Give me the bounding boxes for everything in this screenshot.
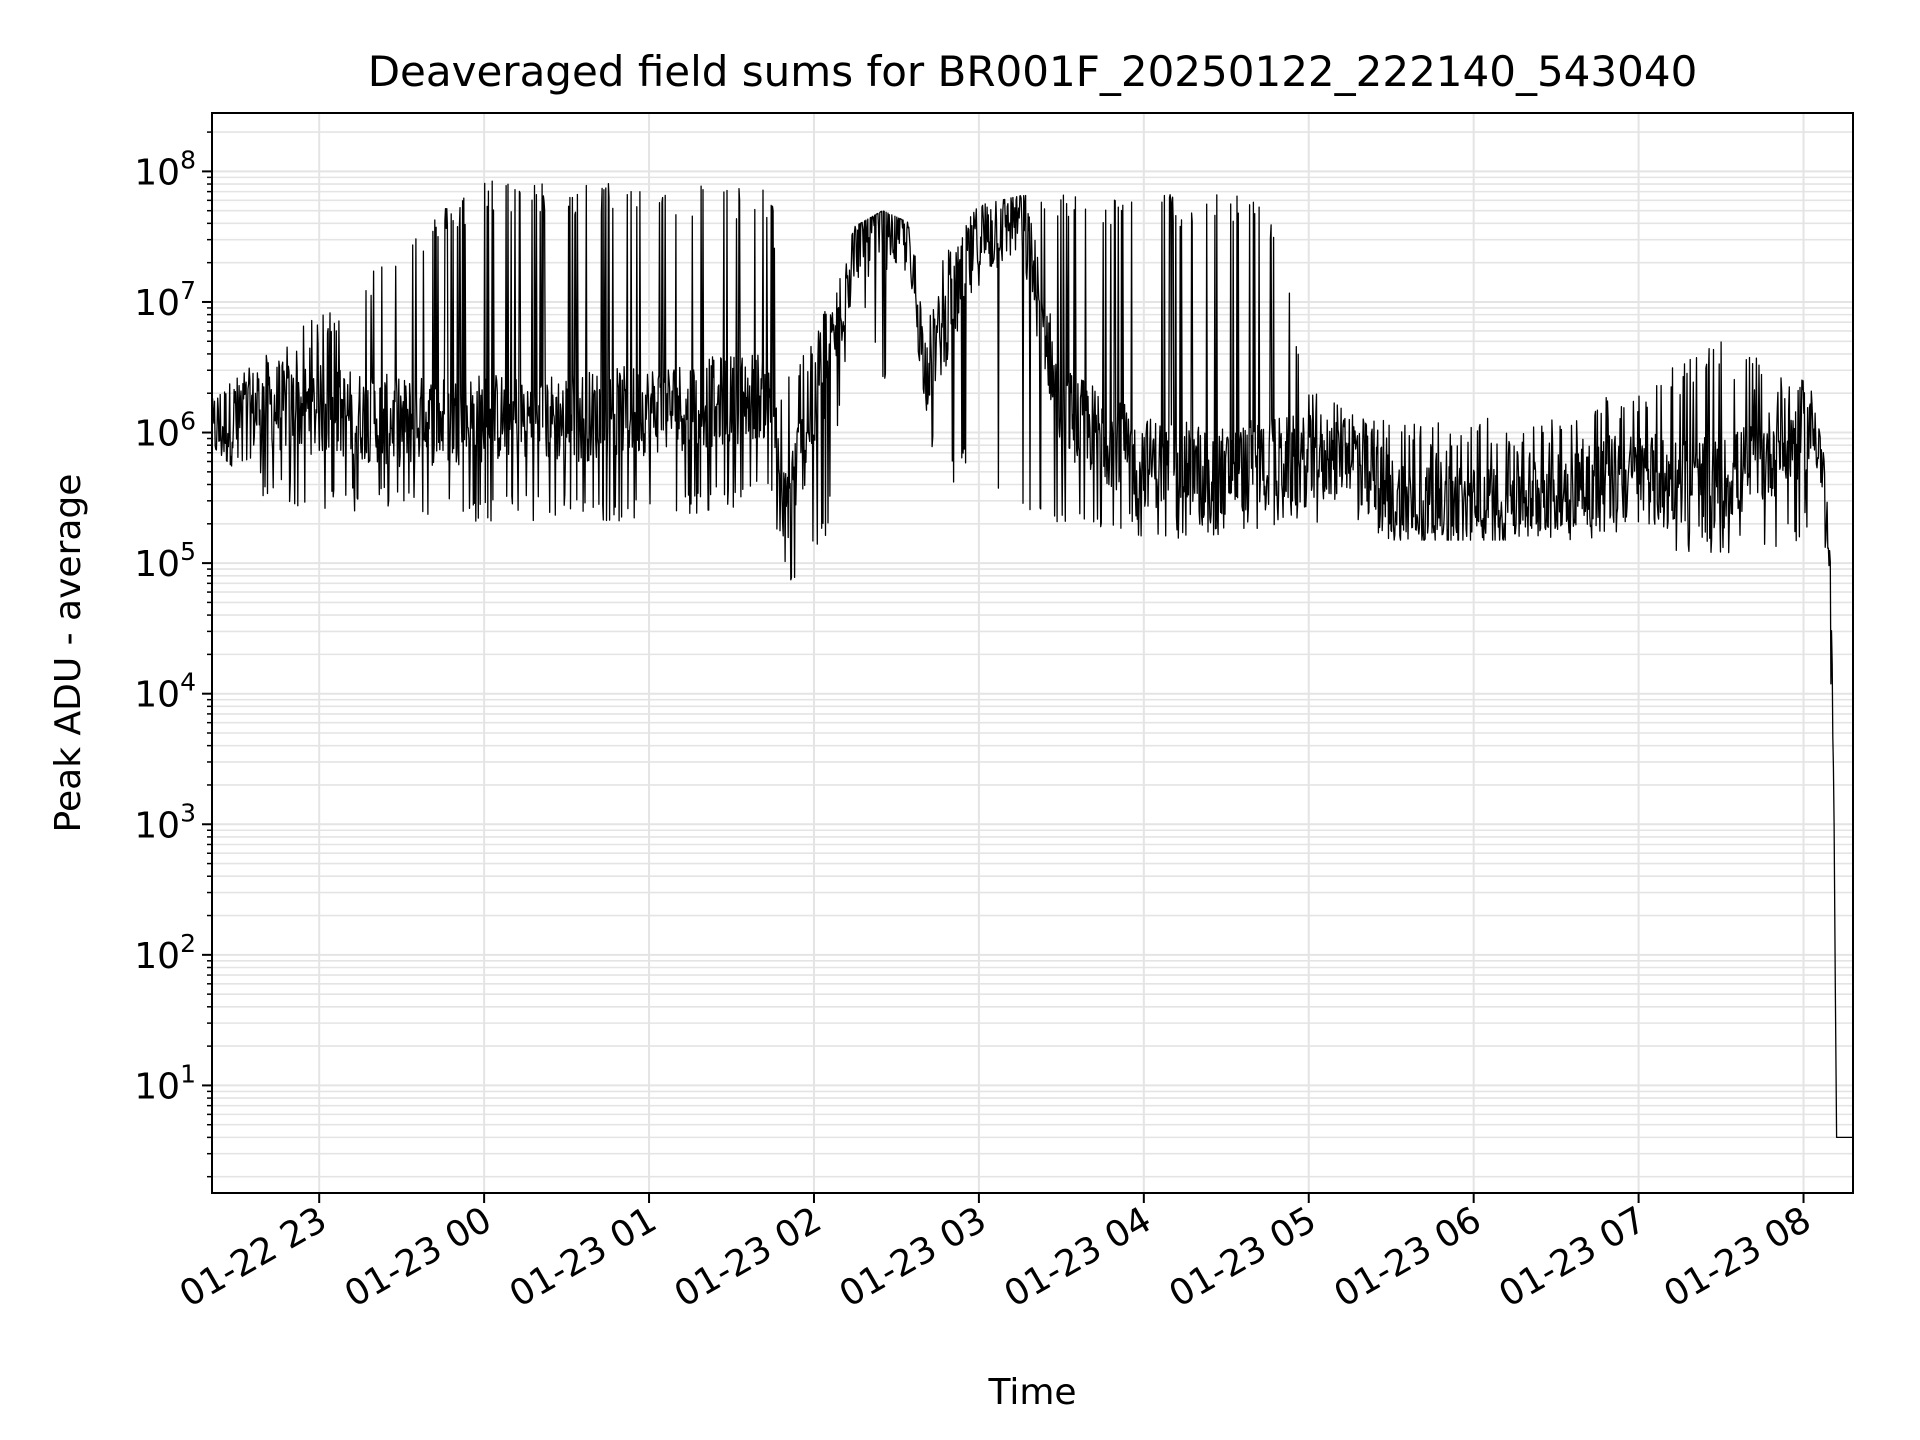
x-tick-label: 01-23 03	[833, 1199, 994, 1315]
y-tick-base: 10	[134, 1066, 180, 1107]
chart-title: Deaveraged field sums for BR001F_2025012…	[368, 47, 1698, 96]
x-tick-label: 01-23 01	[503, 1199, 664, 1315]
y-tick-label: 108	[134, 145, 196, 193]
x-tick-label: 01-23 05	[1163, 1199, 1324, 1315]
y-tick-exponent: 7	[180, 276, 196, 305]
y-tick-base: 10	[134, 414, 180, 455]
y-tick-base: 10	[134, 675, 180, 716]
y-tick-label: 101	[134, 1059, 196, 1107]
x-tick-label: 01-23 08	[1657, 1199, 1818, 1315]
y-axis-label: Peak ADU - average	[48, 474, 89, 833]
y-tick-exponent: 1	[180, 1059, 196, 1088]
x-tick-label: 01-23 02	[668, 1199, 829, 1315]
y-tick-base: 10	[134, 283, 180, 324]
y-tick-label: 106	[134, 407, 196, 455]
y-tick-exponent: 6	[180, 407, 196, 436]
plot-frame	[211, 112, 1854, 1194]
x-tick-label: 01-23 07	[1492, 1199, 1653, 1315]
y-tick-exponent: 8	[180, 145, 196, 174]
x-tick-label: 01-23 04	[998, 1199, 1159, 1315]
y-tick-base: 10	[134, 805, 180, 846]
y-tick-exponent: 4	[180, 668, 196, 697]
y-tick-base: 10	[134, 936, 180, 977]
series-layer	[211, 180, 1854, 1139]
x-tick-label: 01-23 06	[1327, 1199, 1488, 1315]
y-tick-exponent: 5	[180, 537, 196, 566]
series-line	[211, 180, 1854, 1139]
x-axis-label: Time	[987, 1372, 1076, 1413]
y-tick-label: 105	[134, 537, 196, 585]
y-tick-label: 102	[134, 929, 196, 977]
y-tick-base: 10	[134, 544, 180, 585]
y-tick-exponent: 2	[180, 929, 196, 958]
x-tick-label: 01-22 23	[173, 1199, 334, 1315]
x-tick-label: 01-23 00	[338, 1199, 499, 1315]
y-tick-base: 10	[134, 152, 180, 193]
y-tick-exponent: 3	[180, 798, 196, 827]
y-tick-label: 104	[134, 668, 196, 716]
y-tick-label: 107	[134, 276, 196, 324]
y-tick-label: 103	[134, 798, 196, 846]
